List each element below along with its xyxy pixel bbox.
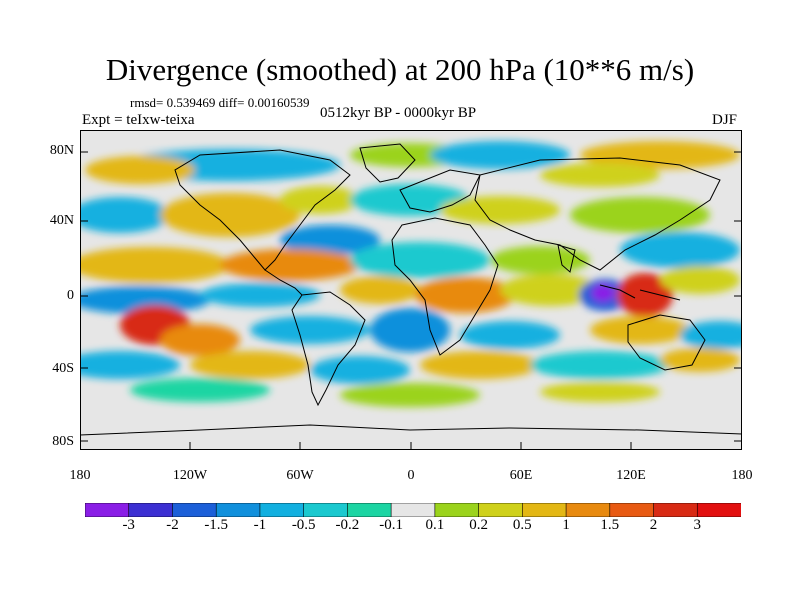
colorbar-label: -0.5 [291, 517, 316, 533]
lon-tick-label: 120W [172, 468, 208, 483]
colorbar-label: -1 [253, 517, 267, 533]
colorbar-swatch [565, 503, 611, 517]
colorbar-swatch [653, 503, 699, 517]
colorbar-swatch [478, 503, 524, 517]
colorbar-label: 1.5 [600, 517, 620, 533]
colorbar-label: 0.1 [425, 517, 445, 533]
colorbar-swatch [390, 503, 436, 517]
map-title: Divergence (smoothed) at 200 hPa (10**6 … [105, 52, 695, 87]
colorbar-swatch [303, 503, 349, 517]
colorbar-swatch [696, 503, 741, 517]
colorbar-label: -0.1 [379, 517, 403, 533]
colorbar-swatch [522, 503, 567, 517]
lon-tick-label: 60W [286, 468, 314, 483]
colorbar-label: -3 [122, 517, 135, 533]
lat-tick-label: 40N [49, 213, 74, 228]
stats-text: rmsd= 0.539469 diff= 0.00160539 [130, 95, 310, 110]
colorbar-swatch [215, 503, 261, 517]
colorbar-label: 1 [562, 517, 570, 533]
lat-tick-label: 80N [49, 143, 74, 158]
lon-tick-label: 180 [731, 468, 753, 483]
colorbar-label: 0.5 [512, 517, 532, 533]
lat-tick-label: 0 [67, 288, 74, 303]
lon-tick-label: 180 [69, 468, 91, 483]
colorbar-label: 0.2 [469, 517, 488, 533]
colorbar-swatch [259, 503, 305, 517]
colorbar-swatch [609, 503, 655, 517]
lon-tick-label: 60E [509, 468, 533, 483]
experiment-label: Expt = teIxw-teixa [82, 112, 195, 128]
colorbar-label: 2 [649, 517, 658, 533]
colorbar-label: -1.5 [204, 517, 229, 533]
axis-ticks [80, 151, 742, 450]
lon-tick-label: 120E [616, 468, 646, 483]
season-label: DJF [712, 112, 738, 128]
colorbar-label: 3 [693, 517, 702, 533]
period-label: 0512kyr BP - 0000kyr BP [320, 105, 477, 121]
divergence-map [80, 130, 742, 450]
divergence-field [80, 141, 742, 407]
colorbar-swatch [347, 503, 392, 517]
colorbar-swatch [128, 503, 174, 517]
lat-tick-label: 80S [52, 434, 74, 449]
colorbar-swatch [434, 503, 480, 517]
lon-tick-label: 0 [407, 468, 415, 483]
colorbar-swatch [85, 503, 130, 517]
colorbar-swatch [172, 503, 218, 517]
colorbar [85, 503, 741, 517]
colorbar-label: -0.2 [335, 517, 360, 533]
colorbar-label: -2 [166, 517, 179, 533]
coastlines [80, 143, 742, 436]
lat-tick-label: 40S [52, 361, 74, 376]
